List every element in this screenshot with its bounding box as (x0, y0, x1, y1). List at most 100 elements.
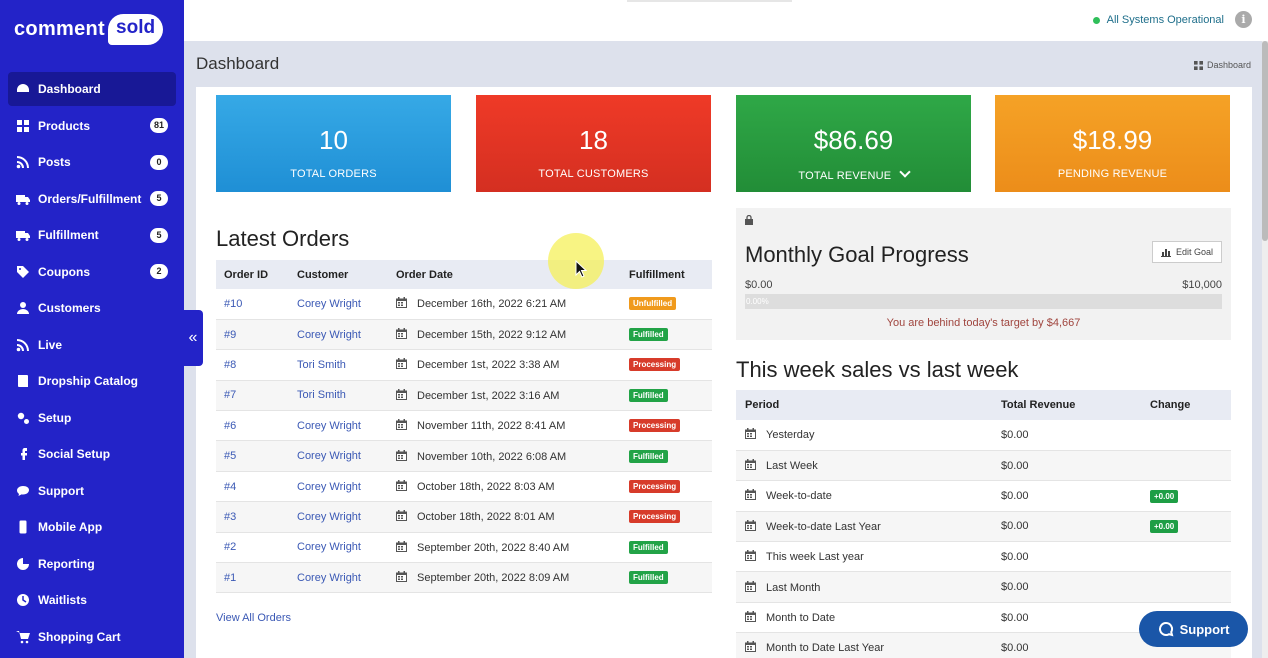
rss-icon (16, 338, 30, 352)
stat-label: PENDING REVENUE (1057, 168, 1168, 180)
fulfillment-status-badge: Processing (629, 510, 681, 524)
stat-value: $86.69 (813, 125, 894, 155)
sidebar-item-orders-fulfillment[interactable]: Orders/Fulfillment 5 (8, 182, 176, 216)
stat-label-row: TOTAL REVENUE (736, 166, 971, 182)
order-id-link[interactable]: #9 (224, 328, 237, 341)
sidebar-item-customers[interactable]: Customers (8, 291, 176, 325)
order-id-link[interactable]: #4 (224, 480, 237, 493)
order-id-link[interactable]: #10 (224, 297, 243, 310)
logo-bubble: sold (108, 14, 164, 45)
sidebar-item-reporting[interactable]: Reporting (8, 547, 176, 581)
order-id-link[interactable]: #3 (224, 510, 237, 523)
sidebar-item-label: Orders/Fulfillment (38, 191, 142, 206)
stat-total-revenue[interactable]: $86.69 TOTAL REVENUE (736, 95, 971, 192)
period-label: Last Week (766, 460, 818, 473)
period-label: Yesterday (766, 429, 815, 442)
calendar-icon (396, 419, 407, 431)
sidebar-item-dashboard[interactable]: Dashboard (8, 72, 176, 106)
order-id-link[interactable]: #2 (224, 541, 237, 554)
sidebar-item-social-setup[interactable]: Social Setup (8, 437, 176, 471)
sidebar-item-label: Dashboard (38, 82, 101, 96)
scrollbar-thumb[interactable] (1262, 41, 1268, 241)
sidebar-item-label: Support (38, 483, 84, 498)
breadcrumb-label: Dashboard (1206, 60, 1251, 70)
scrollbar[interactable] (1262, 41, 1268, 658)
table-row: Week-to-date $0.00 +0.00 (736, 480, 1231, 512)
order-date: December 16th, 2022 6:21 AM (417, 298, 567, 311)
sidebar-item-mobile-app[interactable]: Mobile App (8, 510, 176, 544)
customer-link[interactable]: Corey Wright (297, 419, 361, 432)
calendar-icon (396, 510, 407, 522)
customer-link[interactable]: Tori Smith (297, 358, 346, 371)
goal-behind-text: You are behind today's target by $4,667 (886, 317, 1081, 329)
view-all-orders-link[interactable]: View All Orders (216, 612, 291, 624)
sidebar-item-shopping-cart[interactable]: Shopping Cart (8, 620, 176, 654)
revenue-value: $0.00 (1001, 459, 1029, 472)
customer-link[interactable]: Corey Wright (297, 571, 361, 584)
cogs-icon (16, 411, 30, 425)
customer-link[interactable]: Corey Wright (297, 510, 361, 523)
sidebar-item-label: Reporting (38, 556, 95, 571)
stat-total-orders[interactable]: 10 TOTAL ORDERS (216, 95, 451, 192)
calendar-icon (396, 449, 407, 461)
breadcrumb[interactable]: Dashboard (1193, 60, 1251, 70)
fulfillment-status-badge: Fulfilled (629, 449, 668, 463)
bar-chart-icon (1160, 249, 1171, 257)
sidebar-item-label: Dropship Catalog (38, 374, 139, 388)
stat-total-customers[interactable]: 18 TOTAL CUSTOMERS (476, 95, 711, 192)
customer-link[interactable]: Tori Smith (297, 389, 346, 402)
customer-link[interactable]: Corey Wright (297, 297, 361, 310)
order-id-link[interactable]: #7 (224, 389, 237, 402)
sidebar-item-coupons[interactable]: Coupons 2 (8, 255, 176, 289)
sidebar-item-waitlists[interactable]: Waitlists (8, 583, 176, 617)
stat-pending-revenue[interactable]: $18.99 PENDING REVENUE (995, 95, 1230, 192)
table-row: Last Month $0.00 (736, 571, 1231, 603)
pie-chart-icon (16, 557, 30, 571)
edit-goal-button[interactable]: Edit Goal (1151, 241, 1222, 263)
sidebar-item-setup[interactable]: Setup (8, 401, 176, 435)
grid-icon (16, 119, 30, 133)
lock-icon[interactable] (744, 212, 754, 225)
customer-link[interactable]: Corey Wright (297, 328, 361, 341)
order-id-link[interactable]: #8 (224, 358, 237, 371)
facebook-icon (16, 447, 30, 461)
revenue-value: $0.00 (1001, 581, 1029, 594)
sidebar-item-support[interactable]: Support (8, 474, 176, 508)
order-date: December 15th, 2022 9:12 AM (417, 329, 567, 342)
calendar-icon (396, 388, 407, 400)
book-icon (16, 374, 30, 388)
support-chat-button[interactable]: Support (1139, 611, 1248, 647)
info-icon[interactable]: i (1235, 11, 1252, 28)
customer-link[interactable]: Corey Wright (297, 480, 361, 493)
brand-logo[interactable]: comment sold (14, 14, 164, 45)
table-row: #3 Corey Wright October 18th, 2022 8:01 AM… (216, 501, 712, 533)
sidebar-item-products[interactable]: Products 81 (8, 109, 176, 143)
period-label: Month to Date Last Year (766, 642, 885, 655)
order-date: December 1st, 2022 3:38 AM (417, 359, 560, 372)
period-label: Last Month (766, 581, 821, 594)
customer-link[interactable]: Corey Wright (297, 541, 361, 554)
fulfillment-status-badge: Processing (629, 358, 681, 372)
order-id-link[interactable]: #5 (224, 450, 237, 463)
weekly-sales-table: Period Total Revenue Change Yesterday $0.00… (736, 390, 1231, 658)
chevron-down-icon[interactable] (898, 166, 911, 178)
system-status-label: All Systems Operational (1106, 14, 1224, 26)
sidebar-item-label: Waitlists (38, 593, 87, 607)
sidebar-item-live[interactable]: Live (8, 328, 176, 362)
order-id-link[interactable]: #6 (224, 419, 237, 432)
customer-link[interactable]: Corey Wright (297, 450, 361, 463)
logo-text: comment (14, 18, 106, 40)
latest-orders-title: Latest Orders (216, 226, 350, 251)
sidebar-item-fulfillment[interactable]: Fulfillment 5 (8, 218, 176, 252)
sidebar-item-posts[interactable]: Posts 0 (8, 145, 176, 179)
sidebar-item-dropship-catalog[interactable]: Dropship Catalog (8, 364, 176, 398)
collapse-sidebar-button[interactable]: « (183, 310, 203, 366)
support-label: Support (1179, 621, 1230, 637)
sidebar-item-label: Social Setup (38, 447, 111, 461)
table-row: #9 Corey Wright December 15th, 2022 9:12 A… (216, 319, 712, 351)
calendar-icon (745, 641, 756, 653)
order-id-link[interactable]: #1 (224, 571, 237, 584)
order-date: December 1st, 2022 3:16 AM (417, 389, 560, 402)
sidebar-item-label: Fulfillment (38, 228, 99, 242)
system-status[interactable]: All Systems Operational (1092, 14, 1224, 26)
